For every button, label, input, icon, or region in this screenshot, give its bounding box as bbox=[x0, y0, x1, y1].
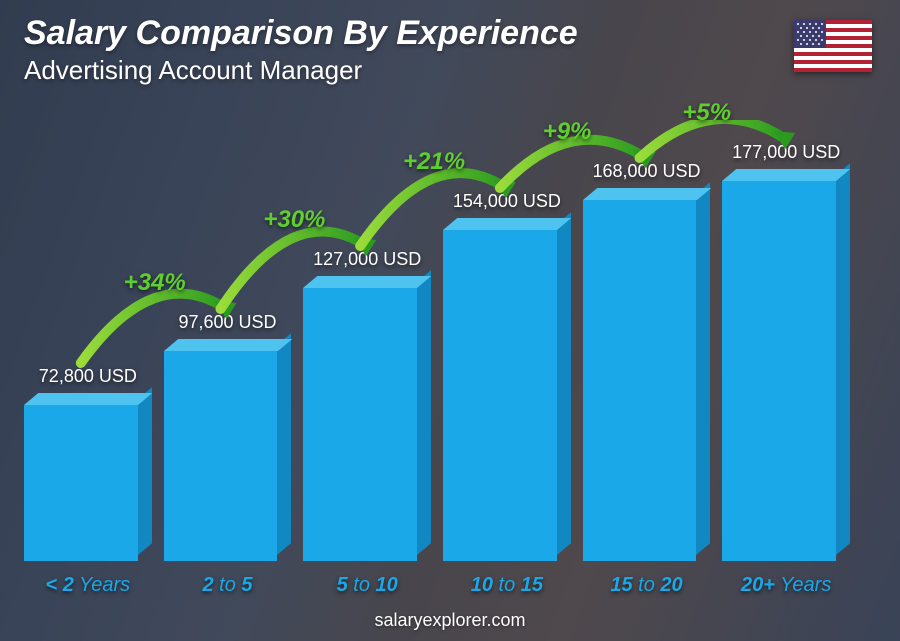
bar-slot: 168,000 USD bbox=[583, 120, 711, 561]
bar-side bbox=[836, 163, 850, 555]
bar-value-label: 97,600 USD bbox=[125, 312, 329, 333]
source-footer: salaryexplorer.com bbox=[0, 610, 900, 631]
x-axis-label: 2 to 5 bbox=[164, 574, 292, 597]
growth-pct-label: +30% bbox=[263, 206, 325, 234]
bar bbox=[722, 181, 850, 561]
bar-front bbox=[24, 405, 138, 561]
x-axis-label: 15 to 20 bbox=[583, 574, 711, 597]
title-block: Salary Comparison By Experience Advertis… bbox=[24, 14, 578, 86]
bar-side bbox=[277, 333, 291, 555]
bar-front bbox=[722, 181, 836, 561]
bar-front bbox=[164, 351, 278, 561]
bar-top bbox=[583, 188, 711, 200]
us-flag-icon bbox=[794, 20, 872, 72]
bar-top bbox=[164, 339, 292, 351]
x-axis-label: < 2 Years bbox=[24, 574, 152, 597]
bar-side bbox=[696, 182, 710, 555]
bar-slot: 154,000 USD bbox=[443, 120, 571, 561]
bar-slot: 72,800 USD bbox=[24, 120, 152, 561]
bar-side bbox=[417, 270, 431, 555]
x-axis-labels: < 2 Years 2 to 5 5 to 10 10 to 15 15 to 20 20… bbox=[24, 574, 850, 597]
chart-stage: Salary Comparison By Experience Advertis… bbox=[0, 0, 900, 641]
x-axis-label: 5 to 10 bbox=[303, 574, 431, 597]
bar-value-label: 127,000 USD bbox=[265, 249, 469, 270]
growth-pct-label: +9% bbox=[543, 118, 592, 146]
growth-pct-label: +5% bbox=[682, 99, 731, 127]
growth-pct-label: +34% bbox=[124, 269, 186, 297]
bar-slot: 127,000 USD bbox=[303, 120, 431, 561]
bar-top bbox=[443, 218, 571, 230]
bar-value-label: 72,800 USD bbox=[0, 366, 190, 387]
bar-side bbox=[138, 387, 152, 555]
bar bbox=[303, 288, 431, 561]
bar-top bbox=[722, 169, 850, 181]
bar-slot: 97,600 USD bbox=[164, 120, 292, 561]
x-axis-label: 10 to 15 bbox=[443, 574, 571, 597]
bar-value-label: 177,000 USD bbox=[684, 142, 888, 163]
chart-subtitle: Advertising Account Manager bbox=[24, 55, 578, 86]
bar-value-label: 154,000 USD bbox=[405, 191, 609, 212]
chart-area: 72,800 USD97,600 USD127,000 USD154,000 U… bbox=[24, 120, 850, 561]
bar-top bbox=[24, 393, 152, 405]
bar-front bbox=[443, 230, 557, 561]
x-axis-label: 20+ Years bbox=[722, 574, 850, 597]
bar-side bbox=[557, 212, 571, 555]
bar-front bbox=[583, 200, 697, 561]
bar-front bbox=[303, 288, 417, 561]
bars-container: 72,800 USD97,600 USD127,000 USD154,000 U… bbox=[24, 120, 850, 561]
bar-top bbox=[303, 276, 431, 288]
bar-value-label: 168,000 USD bbox=[544, 161, 748, 182]
chart-title: Salary Comparison By Experience bbox=[24, 14, 578, 53]
bar bbox=[443, 230, 571, 561]
bar-slot: 177,000 USD bbox=[722, 120, 850, 561]
bar bbox=[583, 200, 711, 561]
bar bbox=[164, 351, 292, 561]
bar bbox=[24, 405, 152, 561]
growth-pct-label: +21% bbox=[403, 148, 465, 176]
